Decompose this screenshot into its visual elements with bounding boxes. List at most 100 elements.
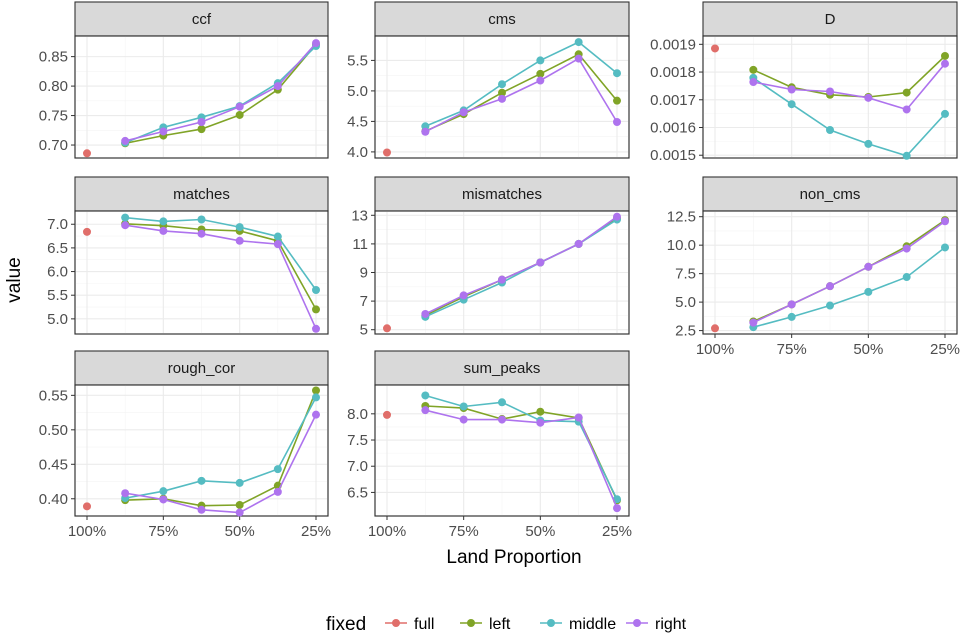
y-tick-label: 0.70 — [39, 137, 68, 154]
y-tick-label: 7.5 — [675, 266, 696, 283]
y-tick-label: 0.45 — [39, 456, 68, 473]
point-left — [235, 500, 244, 509]
point-middle — [459, 402, 468, 411]
y-tick-label: 9 — [360, 265, 368, 282]
y-tick-label: 0.0016 — [650, 120, 696, 137]
x-tick-label: 75% — [777, 341, 807, 358]
x-tick-label: 25% — [301, 523, 331, 540]
point-right — [312, 410, 320, 419]
y-tick-label: 7 — [360, 293, 368, 310]
point-left — [197, 125, 206, 134]
point-middle — [613, 495, 621, 504]
point-right — [613, 118, 621, 127]
point-right — [498, 415, 506, 424]
y-tick-label: 0.85 — [39, 49, 68, 66]
y-tick-label: 13 — [351, 207, 368, 224]
point-right — [941, 217, 949, 226]
panel-D: D 0.0015 0.0016 0.0017 0.0018 0.0019 — [650, 1, 958, 164]
panel-ccf: ccf 0.70 0.75 0.80 0.85 — [39, 1, 329, 159]
y-tick-label: 0.80 — [39, 78, 68, 95]
point-right — [235, 508, 244, 517]
point-middle — [787, 100, 796, 109]
x-tick-label: 50% — [525, 523, 555, 540]
y-tick-label: 5.5 — [347, 52, 368, 69]
point-left — [312, 305, 320, 314]
y-tick-label: 5.0 — [47, 311, 68, 328]
point-right — [421, 406, 430, 415]
series-line-right — [425, 409, 618, 509]
legend-entry-full: full — [385, 616, 434, 633]
panel-strip-title: D — [825, 11, 836, 28]
legend: fixed full left middle right — [326, 614, 687, 635]
panel-matches: matches 5.0 5.5 6.0 6.5 7.0 — [47, 176, 329, 335]
point-right — [421, 127, 430, 136]
series-line-right — [125, 42, 317, 142]
y-tick-label: 6.5 — [47, 240, 68, 257]
point-middle — [421, 391, 430, 400]
point-right — [121, 489, 130, 498]
point-left — [536, 407, 545, 416]
series-line-left — [752, 55, 946, 98]
y-tick-label: 0.50 — [39, 422, 68, 439]
point-right — [787, 85, 796, 94]
point-middle — [902, 151, 911, 160]
point-left — [613, 96, 621, 105]
panels: ccf 0.70 0.75 0.80 0.85 cms 4.0 4.5 5.0 5.5 D 0.001… — [39, 1, 960, 540]
y-tick-label: 0.75 — [39, 108, 68, 125]
y-tick-label: 0.40 — [39, 491, 68, 508]
point-middle — [787, 312, 796, 321]
legend-key-point — [547, 619, 555, 627]
y-tick-label: 6.0 — [47, 264, 68, 281]
point-right — [536, 418, 545, 427]
y-tick-label: 11 — [352, 236, 368, 253]
point-middle — [536, 56, 545, 65]
point-middle — [197, 215, 206, 224]
point-full — [83, 502, 91, 511]
y-tick-label: 8.0 — [347, 406, 368, 423]
panel-strip-title: non_cms — [800, 186, 861, 203]
point-right — [235, 236, 244, 245]
point-middle — [121, 213, 130, 222]
series-line-middle — [753, 246, 946, 328]
x-tick-label: 25% — [602, 523, 632, 540]
panel-rough_cor: rough_cor 0.40 0.45 0.50 0.55 100% 75% 50% 25% — [39, 350, 331, 540]
x-tick-label: 75% — [449, 523, 479, 540]
panel-strip — [374, 350, 630, 386]
series-line-right — [753, 63, 946, 111]
point-right — [498, 275, 506, 284]
x-tick-label: 50% — [853, 341, 883, 358]
point-full — [383, 410, 391, 419]
series-line-middle — [752, 77, 946, 157]
point-right — [421, 309, 430, 318]
y-tick-label: 2.5 — [675, 323, 696, 340]
point-middle — [312, 393, 320, 402]
legend-entry-middle: middle — [540, 616, 616, 633]
point-right — [749, 78, 758, 87]
point-right — [864, 262, 873, 271]
y-axis-title: value — [4, 257, 25, 302]
point-right — [459, 415, 468, 424]
point-middle — [498, 80, 506, 89]
legend-label: right — [655, 616, 687, 633]
y-tick-label: 4.0 — [347, 144, 368, 161]
point-right — [273, 82, 282, 91]
legend-entry-right: right — [626, 616, 687, 633]
point-middle — [235, 223, 244, 232]
panel-border — [374, 35, 630, 159]
point-right — [197, 505, 206, 514]
point-right — [498, 94, 506, 103]
series-line-left — [424, 53, 618, 132]
point-right — [159, 495, 168, 504]
y-tick-label: 5.0 — [347, 83, 368, 100]
point-right — [536, 258, 545, 267]
point-right — [902, 244, 911, 253]
legend-label: middle — [569, 616, 616, 633]
series-line-middle — [124, 45, 317, 144]
x-tick-label: 100% — [68, 523, 106, 540]
series-line-right — [424, 57, 618, 133]
point-middle — [273, 465, 282, 474]
point-right — [613, 504, 621, 513]
point-right — [121, 136, 130, 145]
y-tick-label: 0.0018 — [650, 64, 696, 81]
point-right — [459, 108, 468, 117]
